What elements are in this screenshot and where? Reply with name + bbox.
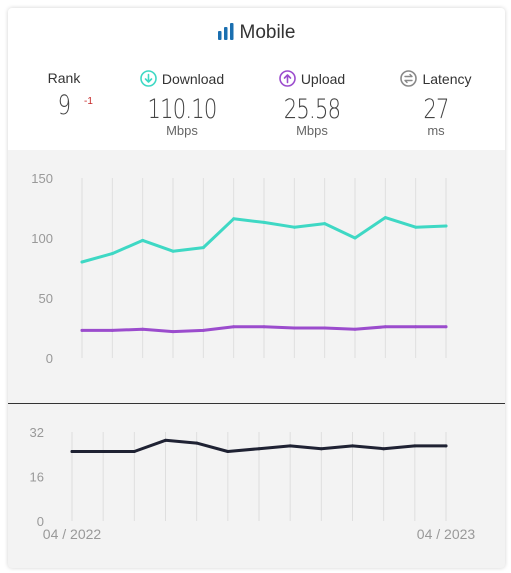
- download-data-point: [262, 220, 266, 224]
- download-data-point: [383, 216, 387, 220]
- latency-data-point: [226, 449, 230, 453]
- latency-icon: [400, 70, 418, 90]
- upload-data-point: [262, 325, 266, 329]
- upload-data-point: [171, 330, 175, 334]
- latency-data-point: [382, 447, 386, 451]
- stat-download-unit: Mbps: [166, 123, 198, 138]
- stat-upload-unit: Mbps: [296, 123, 328, 138]
- latency-data-point: [101, 449, 105, 453]
- stat-download-label: Download: [161, 71, 225, 87]
- stat-upload-label: Upload: [300, 71, 346, 87]
- stat-latency-value: 27: [423, 94, 449, 125]
- stat-rank-value: 9: [57, 90, 71, 121]
- download-data-point: [292, 225, 296, 229]
- stat-upload: Upload 25.58 Mbps: [262, 70, 362, 138]
- chart-divider: [8, 403, 505, 404]
- latency-data-point: [444, 444, 448, 448]
- charts-svg: 0 50 100 150 0 16 32 04 / 2022 04 / 2023: [30, 171, 476, 542]
- upload-data-point: [232, 325, 236, 329]
- stat-rank: Rank 9: [26, 70, 102, 121]
- latency-data-point: [257, 447, 261, 451]
- latency-data-point: [132, 449, 136, 453]
- stat-download-value: 110.10: [147, 94, 217, 125]
- stat-rank-label: Rank: [47, 70, 81, 86]
- download-data-point: [353, 236, 357, 240]
- speed-y-tick-label: 150: [31, 171, 53, 186]
- download-data-point: [171, 249, 175, 253]
- speed-chart: 0 50 100 150: [31, 171, 448, 366]
- latency-y-tick-label: 16: [30, 470, 44, 485]
- download-arrow-icon: [140, 70, 157, 90]
- latency-data-point: [288, 444, 292, 448]
- latency-x-tick-label: 04 / 2022: [43, 526, 102, 542]
- upload-arrow-icon: [279, 70, 296, 90]
- signal-bars-icon: [217, 23, 234, 40]
- stat-latency: Latency 27 ms: [386, 70, 486, 138]
- latency-data-point: [164, 438, 167, 442]
- latency-data-point: [319, 447, 323, 451]
- rank-change-badge: -1: [84, 96, 93, 107]
- download-data-point: [201, 246, 205, 250]
- latency-data-point: [351, 444, 354, 448]
- download-data-point: [141, 238, 145, 242]
- latency-data-point: [413, 444, 417, 448]
- latency-data-point: [195, 441, 199, 445]
- stat-latency-unit: ms: [427, 123, 445, 138]
- latency-y-tick-label: 32: [30, 425, 44, 440]
- latency-y-tick-label: 0: [37, 514, 44, 529]
- latency-x-tick-label: 04 / 2023: [417, 526, 476, 542]
- stat-upload-value: 25.58: [283, 94, 341, 125]
- download-data-point: [80, 260, 84, 264]
- stat-latency-label: Latency: [422, 71, 472, 87]
- download-data-point: [444, 224, 448, 228]
- upload-data-point: [353, 327, 357, 331]
- upload-data-point: [383, 325, 387, 329]
- mobile-stats-card: Mobile Rank 9 -1 Download 110.10 Mbps: [8, 8, 505, 568]
- download-data-point: [323, 222, 327, 226]
- upload-data-point: [414, 325, 418, 329]
- latency-data-point: [70, 449, 74, 453]
- upload-data-point: [80, 328, 84, 332]
- speed-y-tick-label: 100: [31, 231, 53, 246]
- upload-data-point: [110, 328, 114, 332]
- card-title-text: Mobile: [239, 22, 296, 43]
- upload-data-point: [292, 326, 296, 330]
- latency-chart: 0 16 32 04 / 2022 04 / 2023: [30, 425, 476, 542]
- upload-data-point: [141, 327, 145, 331]
- upload-data-point: [444, 325, 448, 329]
- card-title: Mobile: [8, 22, 505, 44]
- upload-data-point: [201, 328, 205, 332]
- upload-data-point: [323, 326, 327, 330]
- speed-y-tick-label: 0: [46, 351, 53, 366]
- download-data-point: [232, 217, 236, 221]
- speed-y-tick-label: 50: [39, 291, 53, 306]
- download-data-point: [110, 252, 114, 256]
- card-header: Mobile Rank 9 -1 Download 110.10 Mbps: [8, 8, 505, 150]
- download-data-point: [414, 225, 418, 229]
- stat-download: Download 110.10 Mbps: [126, 70, 238, 138]
